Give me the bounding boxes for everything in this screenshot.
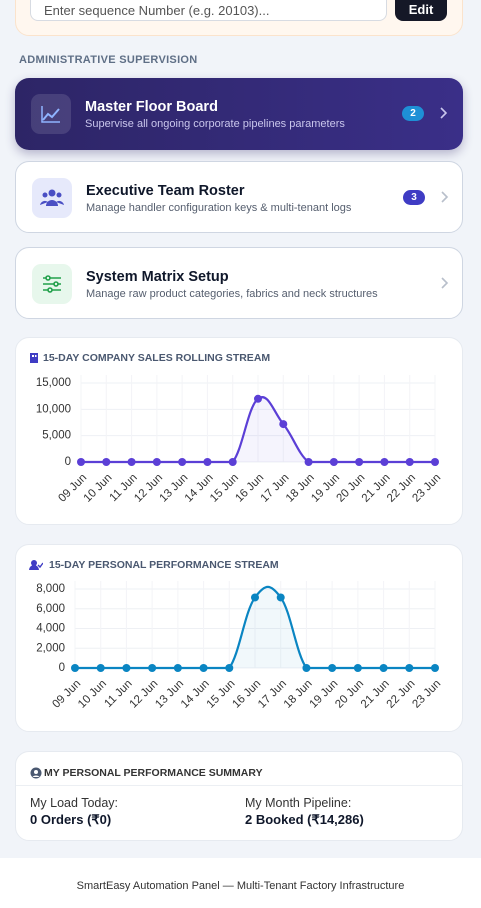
divider (16, 785, 462, 786)
point (152, 458, 161, 466)
summary-value: 0 Orders (₹0) (30, 812, 112, 827)
point (203, 458, 212, 466)
icon (30, 353, 38, 363)
badge: 2 (402, 106, 424, 121)
point (276, 593, 285, 602)
summary-label: My Month Pipeline: (245, 796, 352, 810)
x-tick-label: 10 Jun (76, 678, 109, 711)
chevron (441, 277, 449, 289)
menu-subtitle: Supervise all ongoing corporate pipeline… (85, 118, 345, 130)
menu-subtitle: Manage raw product categories, fabrics a… (86, 288, 378, 300)
point (329, 458, 338, 466)
point (127, 458, 136, 466)
point (77, 458, 85, 466)
y-tick-label: 10,000 (36, 403, 71, 415)
point (228, 458, 237, 466)
point (173, 664, 182, 672)
chart-card: 15-DAY COMPANY SALES ROLLING STREAM 0 5,0… (15, 337, 463, 525)
footer: SmartEasy Automation Panel — Multi-Tenan… (0, 858, 481, 908)
chevron (440, 107, 448, 119)
y-tick-label: 5,000 (42, 430, 71, 442)
point (71, 664, 79, 672)
point (379, 664, 388, 672)
y-tick-label: 15,000 (36, 377, 71, 389)
point (251, 593, 259, 602)
point (96, 664, 105, 672)
summary-card: MY PERSONAL PERFORMANCE SUMMARY My Load … (15, 751, 463, 841)
point (405, 458, 414, 466)
icon (32, 178, 72, 218)
point (178, 458, 187, 466)
menu-card[interactable]: Master Floor Board Supervise all ongoing… (15, 78, 463, 150)
chevron (441, 191, 449, 203)
point (302, 664, 311, 672)
point (353, 664, 362, 672)
x-tick-label: 23 Jun (410, 678, 443, 711)
y-tick-label: 0 (65, 456, 71, 468)
chart-title: 15-DAY PERSONAL PERFORMANCE STREAM (49, 559, 279, 571)
menu-card[interactable]: Executive Team Roster Manage handler con… (15, 161, 463, 233)
point (122, 664, 131, 672)
icon (29, 560, 43, 570)
point (431, 664, 439, 672)
menu-title: System Matrix Setup (86, 269, 229, 285)
section-title: ADMINISTRATIVE SUPERVISION (19, 54, 198, 66)
y-tick-label: 2,000 (36, 642, 65, 654)
x-tick-label: 10 Jun (82, 472, 115, 505)
point (254, 394, 262, 403)
point (328, 664, 337, 672)
y-tick-label: 0 (59, 662, 65, 674)
menu-subtitle: Manage handler configuration keys & mult… (86, 202, 352, 214)
point (148, 664, 157, 672)
menu-title: Executive Team Roster (86, 183, 245, 199)
icon (32, 264, 72, 304)
icon (31, 94, 71, 134)
point (279, 420, 288, 429)
y-tick-label: 4,000 (36, 623, 65, 635)
sequence-input[interactable]: Enter sequence Number (e.g. 20103)... (30, 0, 387, 21)
menu-card[interactable]: System Matrix Setup Manage raw product c… (15, 247, 463, 319)
point (304, 458, 313, 466)
menu-title: Master Floor Board (85, 99, 218, 115)
icon (30, 767, 42, 779)
point (405, 664, 414, 672)
area (81, 397, 435, 462)
point (380, 458, 389, 466)
chart-card: 15-DAY PERSONAL PERFORMANCE STREAM 0 2,00… (15, 544, 463, 732)
point (225, 664, 234, 672)
point (431, 458, 439, 466)
summary-value: 2 Booked (₹14,286) (245, 812, 364, 827)
chart-title: 15-DAY COMPANY SALES ROLLING STREAM (43, 352, 271, 364)
point (199, 664, 208, 672)
y-tick-label: 8,000 (36, 583, 65, 595)
edit-button[interactable]: Edit (395, 0, 447, 21)
x-tick-label: 23 Jun (410, 472, 443, 505)
summary-label: My Load Today: (30, 796, 119, 810)
y-tick-label: 6,000 (36, 603, 65, 615)
summary-title: MY PERSONAL PERFORMANCE SUMMARY (44, 767, 263, 779)
area (75, 586, 435, 668)
point (355, 458, 364, 466)
badge: 3 (403, 190, 425, 205)
point (102, 458, 111, 466)
